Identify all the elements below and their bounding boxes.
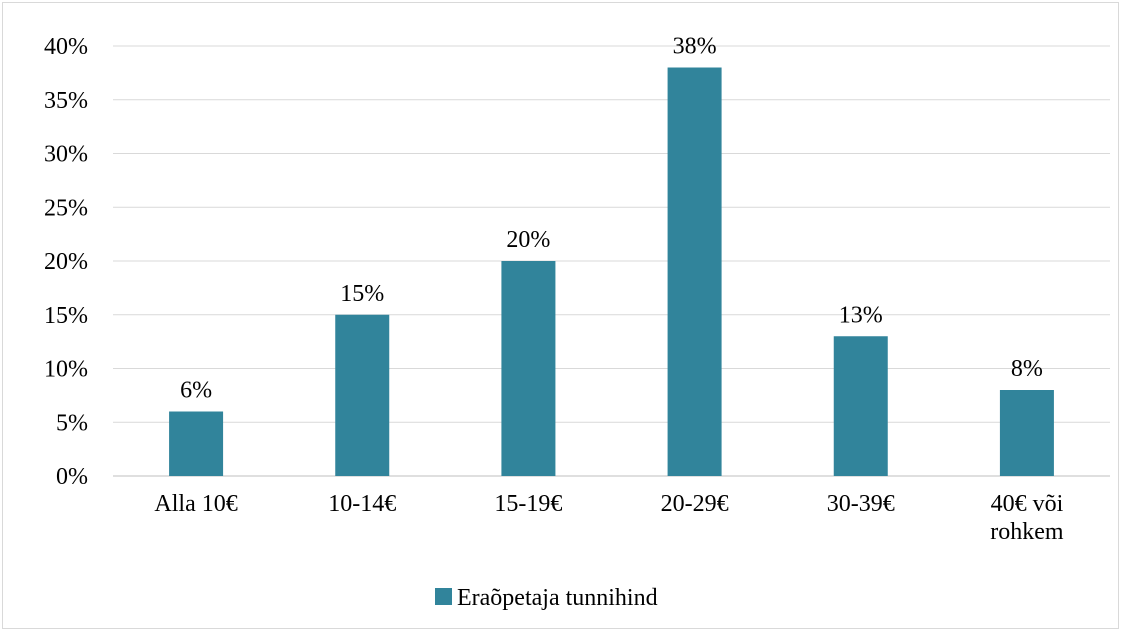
data-label: 13% [839,302,883,328]
x-tick-label: 40€ või [991,491,1064,517]
x-tick-label: 20-29€ [661,491,729,517]
x-tick-label: Alla 10€ [154,491,237,517]
data-label: 38% [673,34,717,60]
data-label: 15% [340,281,384,307]
data-label: 20% [506,227,550,253]
y-tick-label: 15% [44,303,88,329]
y-tick-label: 10% [44,357,88,383]
x-tick-label: 30-39€ [827,491,895,517]
y-tick-label: 0% [56,464,88,490]
y-tick-label: 20% [44,249,88,275]
bar [833,336,888,476]
x-tick-label: 10-14€ [328,491,396,517]
legend-swatch [435,588,452,605]
bar [999,390,1054,476]
x-tick-label: 15-19€ [494,491,562,517]
y-tick-label: 25% [44,195,88,221]
y-tick-label: 40% [44,34,88,60]
data-label: 8% [1011,356,1043,382]
y-tick-label: 35% [44,88,88,114]
bar [501,261,556,476]
data-label: 6% [180,378,212,404]
y-tick-label: 5% [56,410,88,436]
legend-label: Eraõpetaja tunnihind [457,585,658,611]
x-tick-label: rohkem [990,519,1064,545]
bar [335,314,390,476]
y-tick-label: 30% [44,142,88,168]
bar [169,411,224,476]
bar [667,67,722,476]
bar-chart: 0% 5% 10% 15% 20% 25% 30% 35% 40% 6% 15% 20% 38% 13% 8… [44,34,1110,611]
